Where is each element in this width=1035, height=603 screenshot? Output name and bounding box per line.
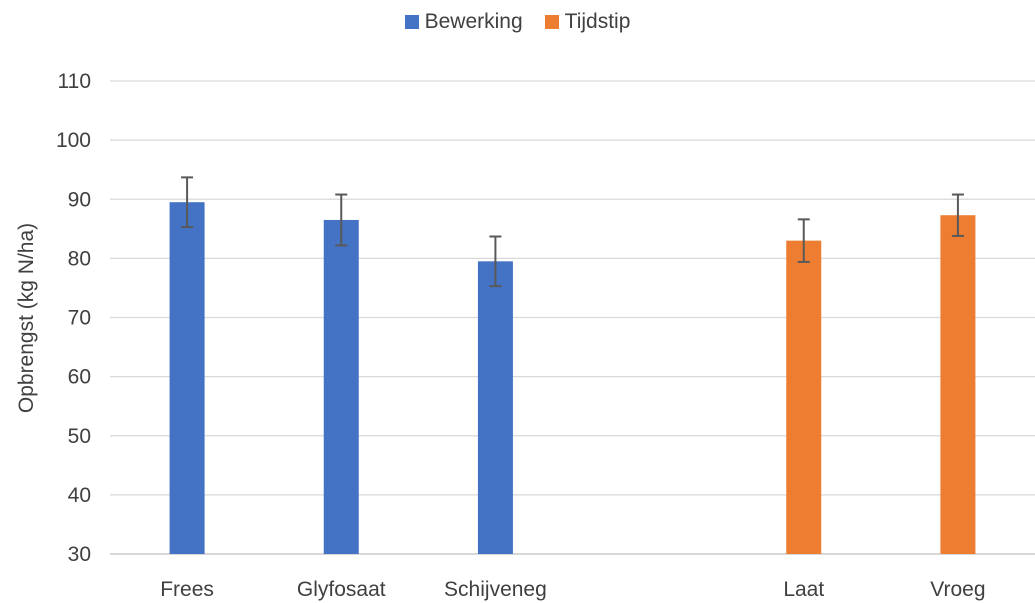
legend-label-tijdstip: Tijdstip (564, 10, 631, 33)
bar-laat (786, 240, 822, 554)
y-tick-label-100: 100 (56, 129, 91, 152)
bar-glyfosaat (323, 219, 359, 554)
legend-label-bewerking: Bewerking (424, 10, 523, 33)
legend-swatch-tijdstip (544, 15, 559, 29)
error-bar-schijveneg (489, 235, 502, 288)
y-tick-label-50: 50 (68, 425, 91, 448)
y-tick-label-80: 80 (68, 247, 91, 270)
y-tick-label-60: 60 (68, 366, 91, 389)
error-bar-glyfosaat (335, 193, 348, 247)
legend-swatch-bewerking (404, 15, 419, 29)
error-bars (181, 176, 964, 288)
x-tick-label-laat: Laat (783, 578, 824, 601)
legend: Bewerking Tijdstip (0, 10, 1035, 34)
y-axis-title: Opbrengst (kg N/ha) (15, 223, 38, 413)
bar-frees (169, 202, 205, 555)
y-tick-label-70: 70 (68, 307, 91, 330)
bar-vroeg (940, 215, 976, 554)
error-bar-laat (797, 218, 810, 263)
x-tick-label-frees: Frees (160, 578, 214, 601)
gridlines (110, 80, 1035, 555)
bars (169, 202, 976, 555)
legend-item-bewerking: Bewerking (404, 10, 523, 34)
error-bar-frees (181, 176, 194, 229)
legend-item-tijdstip: Tijdstip (544, 10, 631, 34)
y-tick-label-90: 90 (68, 188, 91, 211)
error-bar-vroeg (951, 193, 964, 237)
y-tick-label-40: 40 (68, 484, 91, 507)
y-tick-label-110: 110 (58, 70, 91, 93)
x-tick-labels: Frees Glyfosaat Schijveneg Laat Vroeg (160, 578, 985, 601)
x-tick-label-vroeg: Vroeg (930, 578, 985, 601)
bar-schijveneg (477, 261, 513, 554)
y-tick-labels: 30 40 50 60 70 80 90 100 110 (56, 70, 91, 566)
y-tick-label-30: 30 (68, 543, 91, 566)
x-tick-label-glyfosaat: Glyfosaat (297, 578, 386, 601)
x-tick-label-schijveneg: Schijveneg (444, 578, 547, 601)
